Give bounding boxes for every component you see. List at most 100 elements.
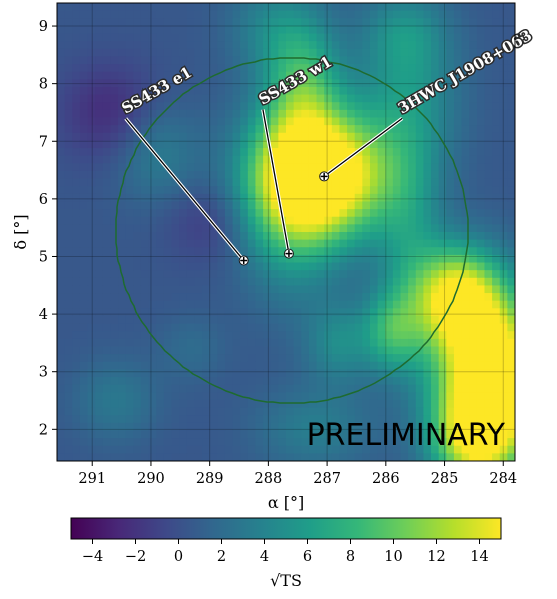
heatmap-cell — [377, 117, 386, 126]
heatmap-cell — [286, 79, 295, 88]
heatmap-cell — [72, 170, 81, 180]
heatmap-cell — [148, 338, 157, 348]
heatmap-cell — [324, 346, 333, 355]
heatmap-cell — [171, 224, 180, 233]
heatmap-cell — [400, 224, 409, 233]
heatmap-cell — [286, 453, 295, 461]
heatmap-cell — [369, 86, 379, 96]
heatmap-cell — [347, 285, 356, 294]
heatmap-cell — [385, 102, 394, 111]
heatmap-cell — [179, 140, 188, 149]
heatmap-cell — [125, 323, 134, 332]
heatmap-cell — [247, 247, 257, 256]
heatmap-cell — [202, 193, 211, 203]
heatmap-cell — [186, 377, 195, 386]
heatmap-cell — [57, 308, 66, 317]
heatmap-cell — [247, 293, 257, 302]
heatmap-cell — [224, 170, 234, 180]
heatmap-cell — [507, 262, 515, 271]
heatmap-cell — [469, 109, 478, 119]
heatmap-cell — [278, 117, 287, 126]
heatmap-cell — [232, 254, 241, 264]
heatmap-cell — [461, 293, 470, 302]
heatmap-cell — [492, 109, 501, 119]
heatmap-cell — [255, 3, 264, 12]
heatmap-cell — [369, 193, 379, 203]
heatmap-cell — [423, 254, 432, 264]
heatmap-cell — [476, 10, 486, 19]
heatmap-cell — [469, 125, 478, 134]
heatmap-cell — [293, 445, 302, 454]
heatmap-cell — [140, 18, 150, 27]
heatmap-cell — [247, 422, 257, 432]
heatmap-cell — [362, 453, 371, 461]
heatmap-cell — [286, 300, 295, 309]
heatmap-cell — [140, 25, 150, 35]
heatmap-cell — [202, 140, 211, 149]
heatmap-cell — [95, 48, 104, 58]
heatmap-cell — [339, 438, 348, 447]
heatmap-cell — [484, 117, 493, 126]
heatmap-cell — [118, 109, 127, 119]
heatmap-cell — [446, 94, 455, 103]
heatmap-cell — [278, 41, 287, 50]
heatmap-cell — [438, 331, 447, 340]
heatmap-cell — [224, 117, 234, 126]
heatmap-cell — [102, 56, 112, 65]
heatmap-cell — [232, 56, 241, 65]
heatmap-cell — [400, 254, 409, 264]
heatmap-cell — [64, 216, 73, 225]
heatmap-cell — [194, 48, 203, 58]
heatmap-cell — [217, 10, 226, 19]
heatmap-cell — [224, 315, 234, 325]
heatmap-cell — [247, 239, 257, 248]
heatmap-cell — [247, 346, 257, 355]
heatmap-cell — [87, 209, 96, 218]
heatmap-cell — [140, 270, 150, 279]
heatmap-cell — [72, 247, 81, 256]
heatmap-cell — [232, 186, 241, 195]
heatmap-cell — [377, 308, 386, 317]
heatmap-cell — [278, 384, 287, 393]
heatmap-cell — [57, 170, 66, 180]
heatmap-cell — [461, 399, 470, 409]
heatmap-cell — [392, 422, 402, 432]
heatmap-cell — [301, 232, 310, 241]
heatmap-cell — [95, 277, 104, 287]
heatmap-cell — [438, 56, 447, 65]
heatmap-cell — [377, 430, 386, 439]
heatmap-cell — [140, 453, 150, 461]
heatmap-cell — [438, 415, 447, 424]
heatmap-cell — [186, 323, 195, 332]
heatmap-cell — [400, 109, 409, 119]
heatmap-cell — [484, 377, 493, 386]
heatmap-cell — [263, 247, 272, 256]
heatmap-cell — [179, 201, 188, 210]
heatmap-cell — [293, 94, 302, 103]
heatmap-cell — [324, 354, 333, 363]
heatmap-cell — [95, 25, 104, 35]
heatmap-cell — [331, 201, 341, 210]
heatmap-cell — [316, 445, 325, 454]
heatmap-cell — [415, 18, 424, 27]
heatmap-cell — [171, 232, 180, 241]
heatmap-cell — [163, 453, 173, 461]
heatmap-cell — [369, 56, 379, 65]
heatmap-cell — [507, 384, 515, 393]
heatmap-cell — [286, 422, 295, 432]
colorbar-tick-label: 6 — [303, 549, 312, 565]
heatmap-cell — [415, 407, 424, 416]
heatmap-cell — [263, 48, 272, 58]
heatmap-cell — [240, 453, 249, 461]
heatmap-cell — [186, 41, 195, 50]
heatmap-cell — [385, 422, 394, 432]
heatmap-cell — [507, 277, 515, 287]
heatmap-cell — [118, 377, 127, 386]
heatmap-cell — [133, 239, 142, 248]
heatmap-cell — [102, 178, 112, 187]
heatmap-cell — [209, 377, 218, 386]
heatmap-cell — [301, 300, 310, 309]
heatmap-cell — [423, 338, 432, 348]
colorbar-label: √TS — [270, 571, 302, 590]
heatmap-cell — [316, 41, 325, 50]
